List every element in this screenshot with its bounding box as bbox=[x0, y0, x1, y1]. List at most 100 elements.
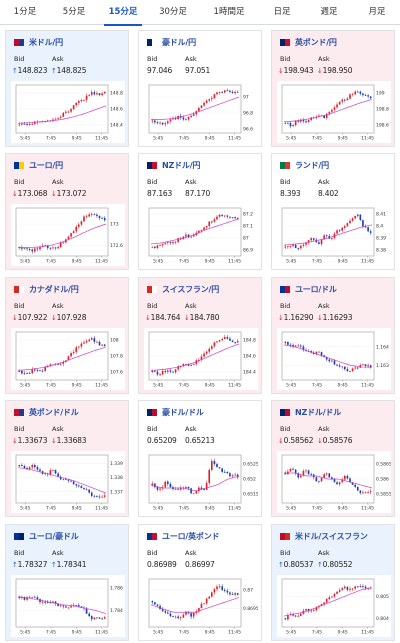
candle-body bbox=[99, 497, 101, 498]
bid-value: 8.393 bbox=[280, 189, 300, 198]
candle-body bbox=[190, 237, 192, 238]
rate-card[interactable]: 豪ドル/ドルBidAsk0.652090.652130.65250.6520.6… bbox=[138, 400, 262, 517]
rate-card[interactable]: スイスフラン/円BidAsk↓184.764↓184.780184.8184.6… bbox=[138, 277, 262, 394]
currency-pair-name[interactable]: NZドル/円 bbox=[162, 160, 200, 171]
rate-card[interactable]: ユーロ/ドルBidAsk↓1.16290↓1.162931.1641.1635:… bbox=[271, 277, 395, 394]
candle-body bbox=[341, 588, 343, 590]
candle-body bbox=[26, 248, 28, 249]
tab-4[interactable]: 1時間足 bbox=[198, 0, 260, 25]
currency-pair-name[interactable]: カナダドル/円 bbox=[29, 284, 79, 295]
ask-price: 198.950 bbox=[323, 66, 353, 75]
rate-card[interactable]: NZドル/円BidAsk87.16387.17087.287.18786.95:… bbox=[138, 153, 262, 270]
x-tick-label: 11:45 bbox=[228, 383, 241, 389]
candle-body bbox=[24, 248, 26, 249]
candle-body bbox=[157, 122, 159, 123]
currency-pair-name[interactable]: 豪ドル/ドル bbox=[162, 407, 204, 418]
candlestick-chart[interactable]: 9796.896.65:457:459:4511:45 bbox=[144, 81, 258, 143]
candle-body bbox=[47, 602, 49, 603]
candle-body bbox=[164, 611, 166, 612]
candle-body bbox=[167, 613, 169, 614]
currency-pair-name[interactable]: ユーロ/ドル bbox=[295, 284, 337, 295]
candlestick-chart[interactable]: 0.58650.5860.58555:457:459:4511:45 bbox=[277, 451, 391, 513]
candle-body bbox=[362, 492, 364, 493]
candle-body bbox=[297, 616, 299, 617]
candlestick-chart[interactable]: 87.287.18786.95:457:459:4511:45 bbox=[144, 204, 258, 266]
ask-price: 87.170 bbox=[185, 189, 210, 198]
candlestick-chart[interactable]: 199198.8198.65:457:459:4511:45 bbox=[277, 81, 391, 143]
currency-pair-name[interactable]: ユーロ/英ポンド bbox=[162, 531, 219, 542]
candle-body bbox=[219, 467, 221, 468]
x-tick-label: 11:45 bbox=[361, 383, 374, 389]
candle-body bbox=[328, 112, 330, 114]
candle-body bbox=[360, 491, 362, 493]
currency-pair-name[interactable]: 英ポンド/ドル bbox=[29, 407, 79, 418]
tab-1[interactable]: 5分足 bbox=[50, 0, 98, 25]
rate-card[interactable]: NZドル/ドルBidAsk↓0.58562↓0.585760.58650.586… bbox=[271, 400, 395, 517]
ask-label: Ask bbox=[318, 302, 330, 310]
candlestick-chart[interactable]: 184.8184.6184.45:457:459:4511:45 bbox=[144, 328, 258, 390]
tab-6[interactable]: 週足 bbox=[304, 0, 354, 25]
rate-card[interactable]: 英ポンド/ドルBidAsk↓1.33673↓1.336831.3391.3381… bbox=[5, 400, 129, 517]
candle-body bbox=[295, 470, 297, 473]
currency-pair-name[interactable]: 米ドル/円 bbox=[29, 37, 63, 48]
candle-body bbox=[295, 346, 297, 347]
candle-body bbox=[68, 607, 70, 608]
tab-0[interactable]: 1分足 bbox=[0, 0, 50, 25]
currency-pair-name[interactable]: 米ドル/スイスフラン bbox=[295, 531, 368, 542]
ask-label: Ask bbox=[52, 55, 64, 63]
currency-pair-name[interactable]: 豪ドル/円 bbox=[162, 37, 196, 48]
candle-body bbox=[31, 369, 33, 373]
chart-svg: 0.870.86955:457:459:4511:45 bbox=[144, 575, 258, 637]
x-tick-label: 5:45 bbox=[153, 136, 163, 142]
candlestick-chart[interactable]: 0.65250.6520.65155:457:459:4511:45 bbox=[144, 451, 258, 513]
rate-card[interactable]: ユーロ/英ポンドBidAsk0.869890.869970.870.86955:… bbox=[138, 524, 262, 641]
candlestick-chart[interactable]: 148.8148.6148.45:457:459:4511:45 bbox=[11, 81, 125, 143]
candlestick-chart[interactable]: 0.8050.8045:457:459:4511:45 bbox=[277, 575, 391, 637]
rate-card[interactable]: カナダドル/円BidAsk↓107.922↓107.928108107.8107… bbox=[5, 277, 129, 394]
currency-pair-name[interactable]: ユーロ/豪ドル bbox=[29, 531, 79, 542]
rate-card[interactable]: 米ドル/円BidAsk↑148.823↑148.825148.8148.6148… bbox=[5, 30, 129, 147]
candle-body bbox=[211, 346, 213, 349]
currency-pair-name[interactable]: ユーロ/円 bbox=[29, 160, 63, 171]
currency-pair-name[interactable]: ランド/円 bbox=[295, 160, 329, 171]
x-tick-label: 5:45 bbox=[286, 136, 296, 142]
bid-value: 0.86989 bbox=[147, 560, 177, 569]
candlestick-chart[interactable]: 1.3391.3381.3375:457:459:4511:45 bbox=[11, 451, 125, 513]
candlestick-chart[interactable]: 108107.8107.65:457:459:4511:45 bbox=[11, 328, 125, 390]
x-tick-label: 7:45 bbox=[46, 630, 56, 636]
x-tick-label: 11:45 bbox=[95, 506, 108, 512]
candle-body bbox=[26, 373, 28, 374]
candlestick-chart[interactable]: 0.870.86955:457:459:4511:45 bbox=[144, 575, 258, 637]
tab-3[interactable]: 30分足 bbox=[148, 0, 198, 25]
chart-svg: 1.3391.3381.3375:457:459:4511:45 bbox=[11, 451, 125, 513]
candlestick-chart[interactable]: 1.1641.1635:457:459:4511:45 bbox=[277, 328, 391, 390]
ask-price: 173.072 bbox=[57, 189, 87, 198]
tab-5[interactable]: 日足 bbox=[260, 0, 304, 25]
card-header: 英ポンド/円 bbox=[280, 35, 337, 49]
candle-body bbox=[284, 618, 286, 619]
candlestick-chart[interactable]: 173172.65:457:459:4511:45 bbox=[11, 204, 125, 266]
currency-pair-name[interactable]: NZドル/ドル bbox=[295, 407, 341, 418]
rate-card[interactable]: 豪ドル/円BidAsk97.04697.0519796.896.65:457:4… bbox=[138, 30, 262, 147]
tab-2[interactable]: 15分足 bbox=[98, 0, 148, 25]
candle-body bbox=[227, 337, 229, 338]
candle-body bbox=[229, 592, 231, 594]
candle-body bbox=[287, 615, 289, 619]
candle-body bbox=[91, 92, 93, 95]
rate-card[interactable]: ランド/円BidAsk8.3938.4028.418.48.398.385:45… bbox=[271, 153, 395, 270]
y-tick-label: 8.38 bbox=[376, 248, 386, 254]
candlestick-chart[interactable]: 8.418.48.398.385:457:459:4511:45 bbox=[277, 204, 391, 266]
rate-card[interactable]: 英ポンド/円BidAsk↓198.943↓198.950199198.8198.… bbox=[271, 30, 395, 147]
tab-7[interactable]: 月足 bbox=[354, 0, 400, 25]
candle-body bbox=[344, 367, 346, 370]
x-tick-label: 9:45 bbox=[205, 136, 215, 142]
rate-card[interactable]: ユーロ/豪ドルBidAsk↑1.78327↑1.783411.7861.7845… bbox=[5, 524, 129, 641]
x-tick-label: 9:45 bbox=[338, 259, 348, 265]
rate-card[interactable]: ユーロ/円BidAsk↓173.068↓173.072173172.65:457… bbox=[5, 153, 129, 270]
candle-body bbox=[214, 94, 216, 98]
bid-value: ↓1.16290 bbox=[278, 313, 313, 322]
rate-card[interactable]: 米ドル/スイスフランBidAsk↑0.80537↑0.805520.8050.8… bbox=[271, 524, 395, 641]
currency-pair-name[interactable]: 英ポンド/円 bbox=[295, 37, 337, 48]
currency-pair-name[interactable]: スイスフラン/円 bbox=[162, 284, 219, 295]
candlestick-chart[interactable]: 1.7861.7845:457:459:4511:45 bbox=[11, 575, 125, 637]
